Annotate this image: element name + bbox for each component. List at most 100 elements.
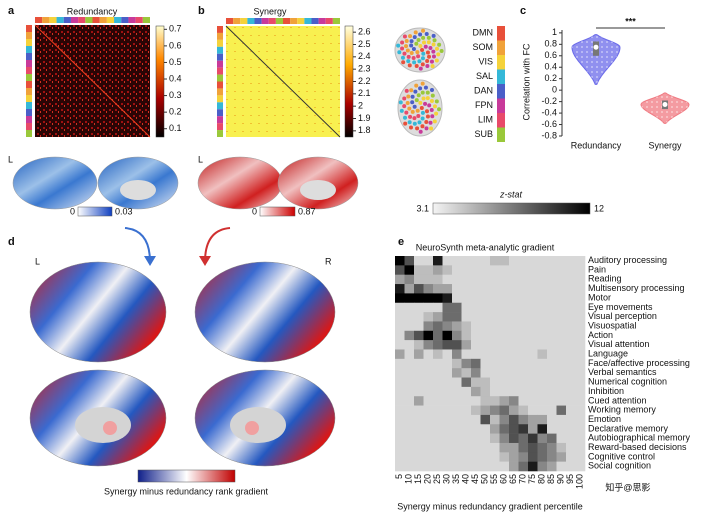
heatmap-cell xyxy=(518,452,529,462)
heatmap-cell xyxy=(452,396,462,406)
heatmap-cell xyxy=(547,358,557,369)
heatmap-cell xyxy=(442,424,453,434)
network-strip xyxy=(70,17,79,23)
heatmap-cell xyxy=(471,442,481,453)
brain-node xyxy=(426,35,431,40)
heatmap-cell xyxy=(537,284,548,294)
heatmap-cell xyxy=(556,405,567,416)
network-strip xyxy=(217,109,223,117)
heatmap-cell xyxy=(547,256,557,266)
heatmap-cell xyxy=(490,358,500,369)
heatmap-cell xyxy=(471,386,481,397)
heatmap-cell xyxy=(404,265,415,275)
heatmap-cell xyxy=(499,386,510,397)
heatmap-cell xyxy=(414,256,424,266)
heatmap-cell xyxy=(575,349,586,360)
heatmap-cell xyxy=(423,405,434,416)
heatmap-cell xyxy=(414,274,424,285)
brain-node xyxy=(430,64,435,69)
network-strip xyxy=(217,32,223,40)
brain-node xyxy=(432,119,437,124)
heatmap-cell xyxy=(509,386,519,397)
y-axis-label: Correlation with FC xyxy=(521,43,531,121)
brain-node xyxy=(425,90,430,95)
colorbar-tick-label: 0.87 xyxy=(298,206,316,216)
heatmap-cell xyxy=(566,293,576,304)
row-label: Emotion xyxy=(588,414,621,424)
heatmap-cell xyxy=(528,386,538,397)
heatmap-cell xyxy=(471,405,481,416)
brain-node xyxy=(412,121,417,126)
brain-node xyxy=(435,46,440,51)
network-strip xyxy=(49,17,57,23)
brain-node xyxy=(436,52,441,57)
heatmap-cell xyxy=(537,312,548,322)
heatmap-cell xyxy=(490,405,500,416)
heatmap-cell xyxy=(490,349,500,360)
heatmap-cell xyxy=(518,442,529,453)
heatmap-cell xyxy=(423,433,434,444)
colorbar xyxy=(432,202,591,215)
brain-node xyxy=(409,43,414,48)
heatmap-cell xyxy=(566,386,576,397)
heatmap-cell xyxy=(442,405,453,416)
heatmap-cell xyxy=(499,312,510,322)
heatmap-cell xyxy=(537,265,548,275)
heatmap-cell xyxy=(509,461,519,472)
y-tick-label: 0.2 xyxy=(544,73,557,83)
network-label: SUB xyxy=(474,129,493,139)
heatmap-cell xyxy=(575,452,586,462)
heatmap-cell xyxy=(566,396,576,406)
x-tick-label: 50 xyxy=(480,474,490,484)
heatmap-cell xyxy=(452,433,462,444)
brain-surface xyxy=(194,261,336,363)
heatmap-cell xyxy=(471,368,481,378)
network-strip xyxy=(325,18,333,24)
heatmap-cell xyxy=(528,358,538,369)
heatmap-cell xyxy=(528,368,538,378)
brain-node xyxy=(421,35,426,40)
heatmap-cell xyxy=(566,433,576,444)
network-strip xyxy=(217,53,223,61)
heatmap-cell xyxy=(547,452,557,462)
brain-node xyxy=(416,114,421,119)
heatmap-cell xyxy=(537,396,548,406)
heatmap-cell xyxy=(547,377,557,388)
heatmap-cell xyxy=(414,442,424,453)
heatmap-cell xyxy=(414,377,424,388)
brain-node xyxy=(429,59,434,64)
heatmap-cell xyxy=(556,396,567,406)
heatmap-cell xyxy=(490,414,500,425)
x-tick-label: 35 xyxy=(451,474,461,484)
heatmap-cell xyxy=(537,442,548,453)
heatmap-cell xyxy=(461,340,472,350)
heatmap-cell xyxy=(480,414,491,425)
heatmap-cell xyxy=(575,461,586,472)
y-tick-label: -0.6 xyxy=(541,119,557,129)
heatmap-cell xyxy=(442,330,453,341)
heatmap-cell xyxy=(528,461,538,472)
heatmap-cell xyxy=(509,293,519,304)
heatmap-cell xyxy=(518,358,529,369)
heatmap-cell xyxy=(471,284,481,294)
heatmap-cell xyxy=(518,424,529,434)
network-strip xyxy=(217,123,223,131)
heatmap-cell xyxy=(547,312,557,322)
brain-medial xyxy=(300,180,336,200)
heatmap-cell xyxy=(547,442,557,453)
row-label: Language xyxy=(588,349,628,359)
heatmap-cell xyxy=(480,452,491,462)
brain-node xyxy=(421,96,426,101)
row-label: Motor xyxy=(588,292,611,302)
heatmap-cell xyxy=(509,302,519,313)
brain-node xyxy=(420,90,425,95)
heatmap-cell xyxy=(537,293,548,304)
heatmap-cell xyxy=(433,340,443,350)
brain-node xyxy=(416,38,421,43)
heatmap-cell xyxy=(433,256,443,266)
heatmap-cell xyxy=(471,302,481,313)
heatmap-cell xyxy=(423,330,434,341)
heatmap-cell xyxy=(575,377,586,388)
heatmap-cell xyxy=(566,358,576,369)
network-label: VIS xyxy=(478,56,493,66)
